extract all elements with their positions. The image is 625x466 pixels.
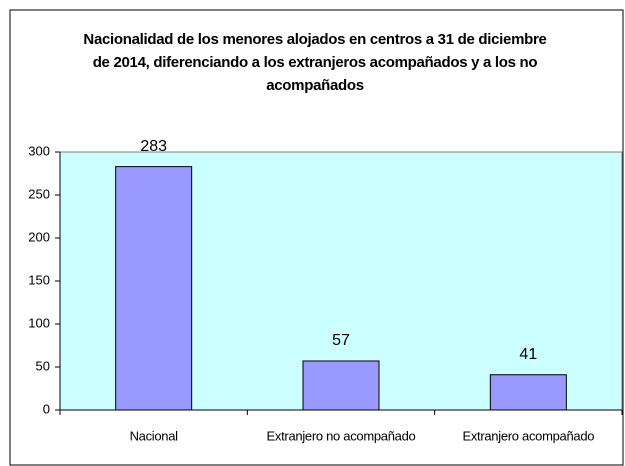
- y-tick-label: 150: [28, 272, 50, 287]
- data-label: 57: [332, 332, 350, 349]
- data-label: 283: [140, 138, 167, 155]
- chart-title: Nacionalidad de los menores alojados en …: [83, 31, 547, 94]
- x-tick-label: Extranjero no acompañado: [267, 428, 416, 443]
- bar: [302, 360, 380, 411]
- bar: [115, 166, 193, 411]
- bar: [489, 374, 567, 411]
- y-tick-label: 200: [28, 229, 50, 244]
- x-tick-label: Extranjero acompañado: [462, 428, 594, 443]
- data-label: 41: [519, 346, 537, 363]
- x-tick-label: Nacional: [130, 428, 179, 443]
- y-tick-label: 300: [28, 143, 50, 158]
- y-tick-label: 50: [36, 358, 50, 373]
- y-tick-label: 100: [28, 315, 50, 330]
- y-tick-label: 250: [28, 186, 50, 201]
- y-tick-label: 0: [43, 401, 50, 416]
